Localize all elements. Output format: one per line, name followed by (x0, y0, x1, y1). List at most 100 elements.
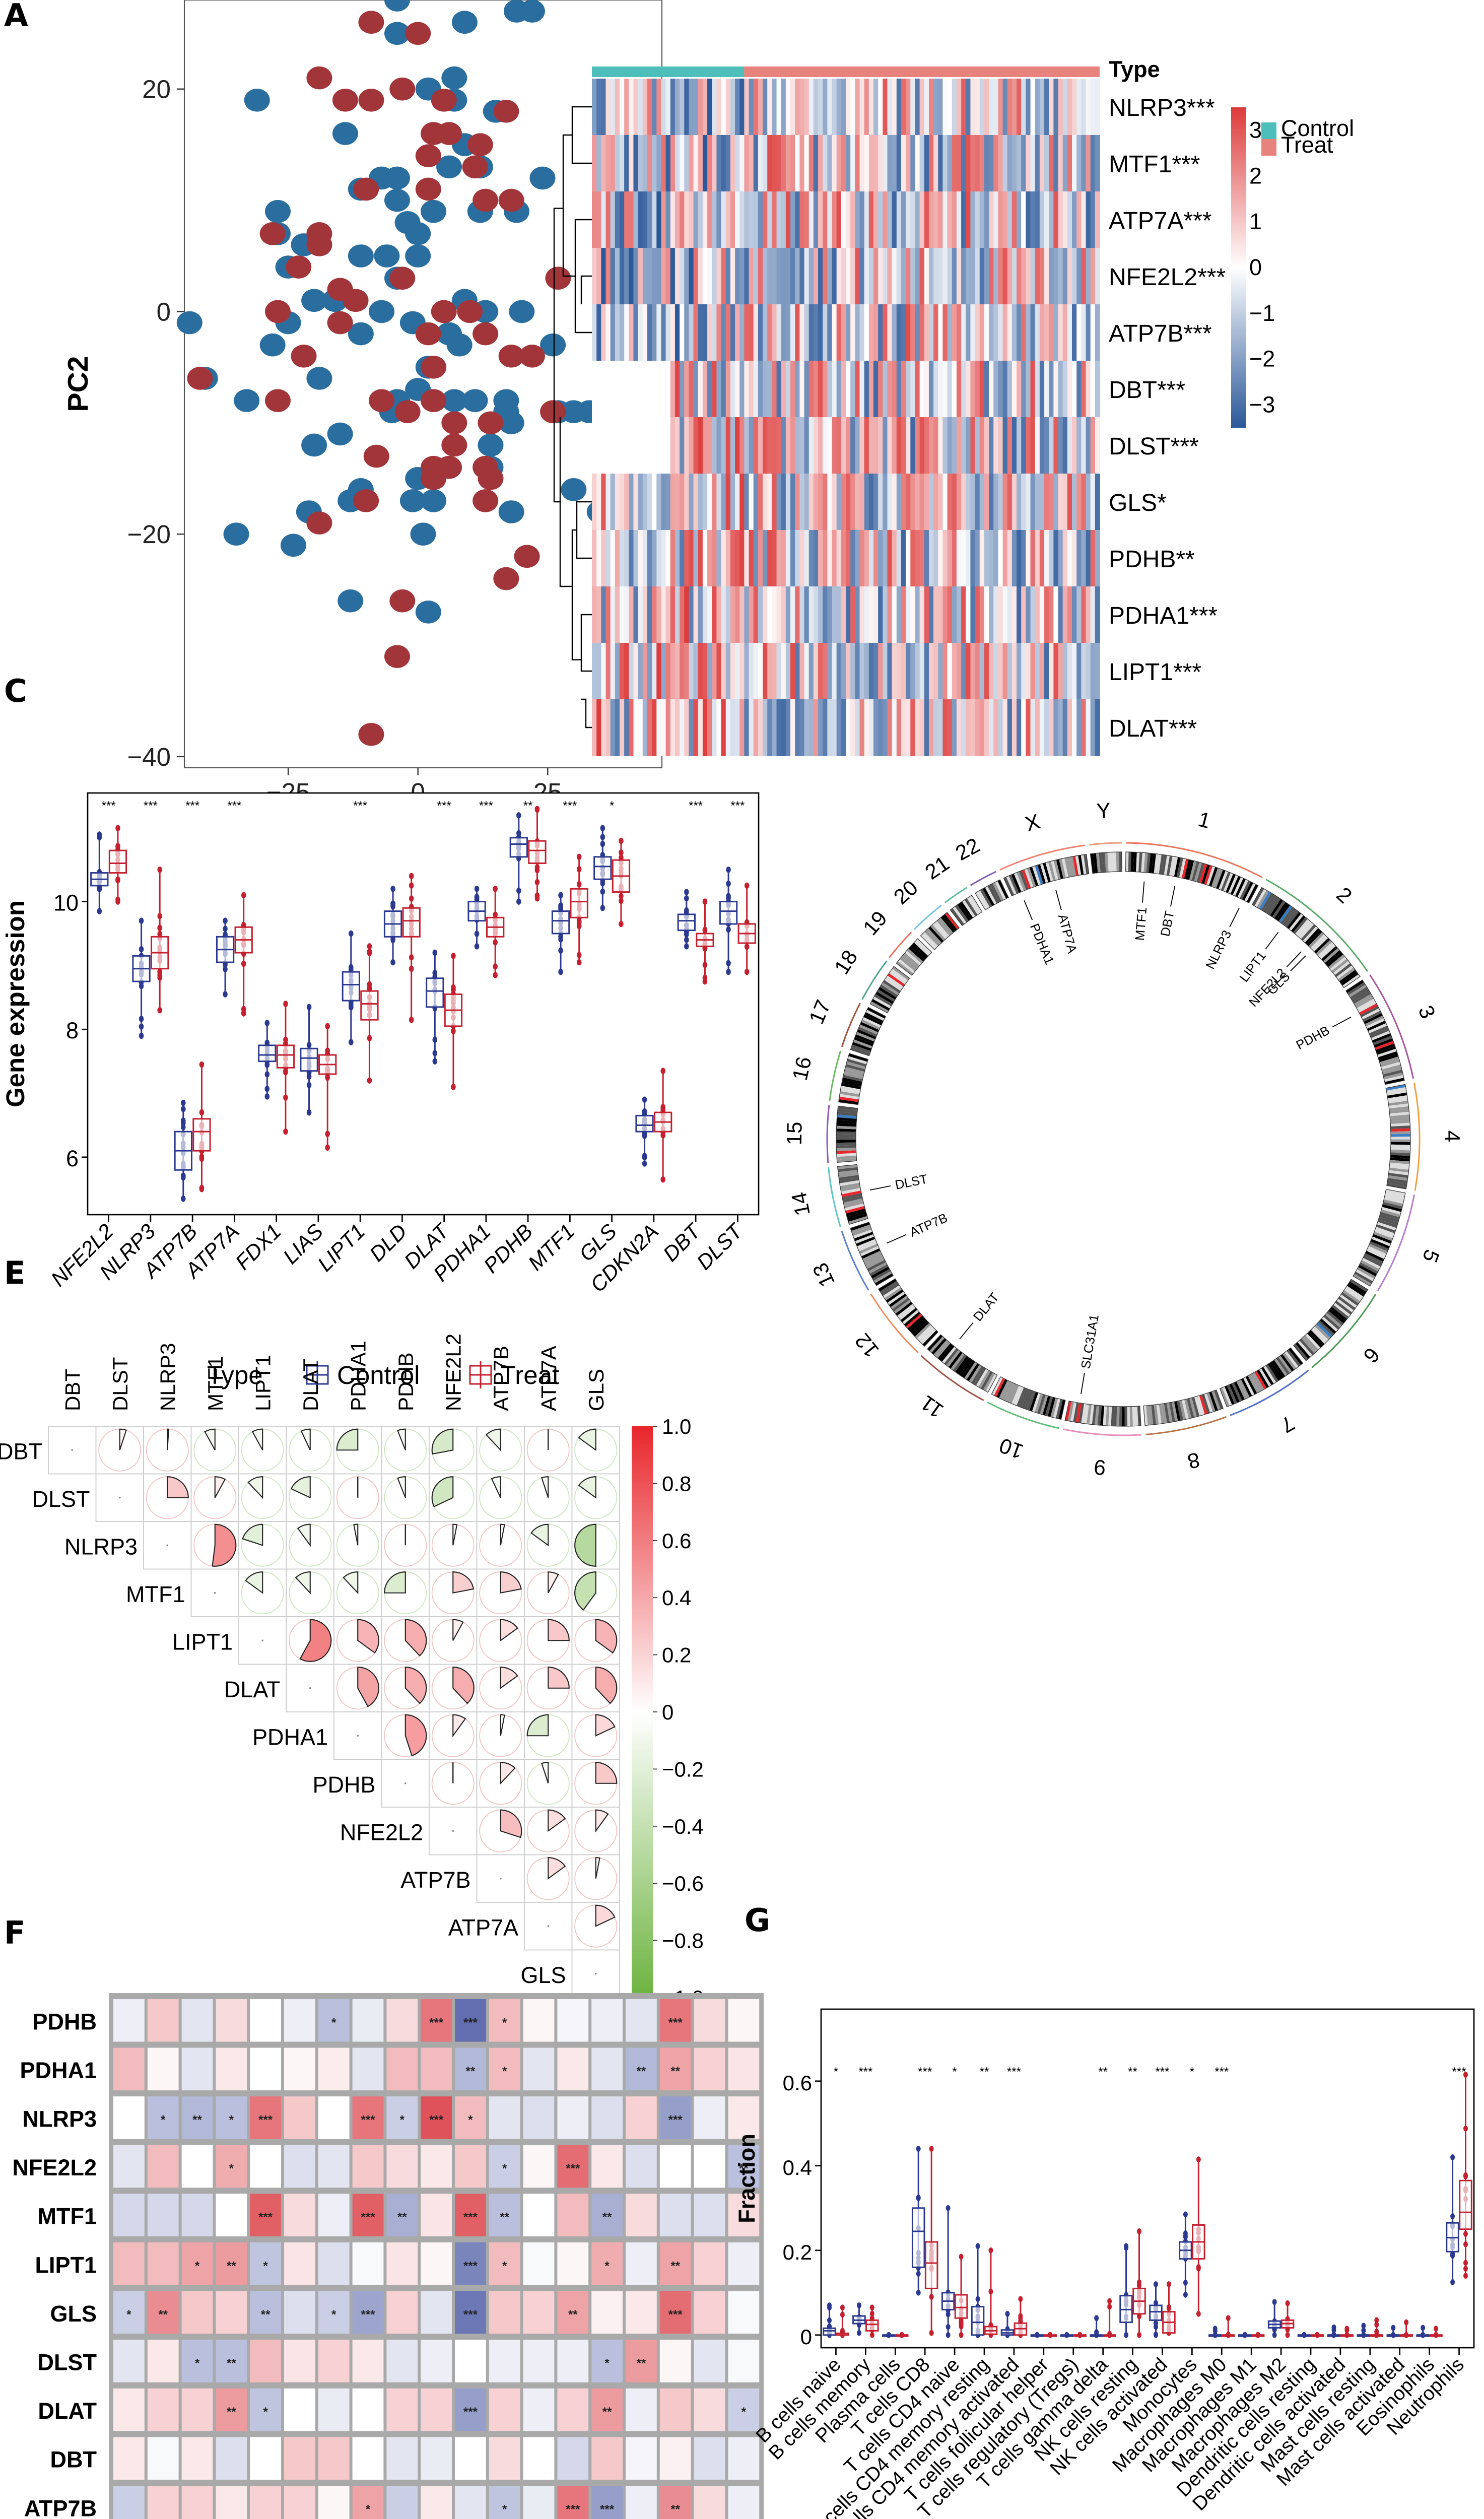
ideogram-band (836, 1129, 856, 1132)
data-point-treat (367, 943, 372, 950)
ideogram-band (969, 895, 982, 913)
heatmap-cell (1086, 248, 1091, 305)
ideogram-band (1084, 854, 1089, 875)
heatmap-cell (883, 248, 888, 305)
heatmap-cell (1095, 474, 1100, 531)
heatmap-cell (605, 191, 611, 248)
heatmap-cell (758, 248, 763, 305)
ideogram-band (1146, 1405, 1151, 1425)
heatmap-cell (1090, 417, 1096, 474)
heatmap-cell (993, 417, 999, 474)
ideogram-band (1364, 1253, 1383, 1265)
point-GSE58294 (473, 489, 499, 512)
pie-slice (574, 1523, 596, 1567)
data-point-treat (619, 893, 624, 899)
row-label: MTF1 (126, 1581, 185, 1607)
gene-tick-mtf1 (1142, 881, 1145, 903)
significance-mark: * (834, 2065, 838, 2079)
data-point-treat (1137, 2332, 1142, 2338)
heatmap-cell (1021, 304, 1027, 361)
data-point-control (390, 885, 395, 892)
heatmap-cell (823, 586, 828, 643)
heatmap-cell (596, 586, 602, 643)
heatmap-cell (1095, 191, 1100, 248)
heatmap-cell (1067, 304, 1072, 361)
heatmap-cell (656, 191, 662, 248)
ideogram-band (1388, 1098, 1408, 1104)
heatmap-cell (1095, 304, 1100, 361)
heatmap-cell (878, 474, 884, 531)
heatmap-cell (181, 2340, 213, 2382)
heatmap-cell (680, 643, 685, 700)
heatmap-cell (873, 191, 879, 248)
ideogram-band (1073, 1402, 1080, 1423)
ideogram-band (1316, 940, 1332, 956)
heatmap-cell (181, 2242, 213, 2285)
heatmap-cell (785, 361, 791, 418)
heatmap-cell (846, 699, 851, 756)
heatmap-cell (1021, 135, 1027, 192)
box-control (719, 901, 738, 925)
heatmap-cell (938, 79, 943, 136)
ideogram-band (873, 1271, 892, 1284)
heatmap-cell (1002, 361, 1008, 418)
heatmap-cell (808, 417, 814, 474)
significance-mark: ** (670, 2065, 680, 2078)
heatmap-cell (749, 699, 754, 756)
ideogram-band (1265, 1364, 1278, 1382)
heatmap-cell (694, 1999, 725, 2042)
ideogram-band (1381, 1207, 1401, 1215)
data-point-treat (493, 972, 498, 978)
pie-slice (452, 1619, 464, 1641)
heatmap-cell (624, 474, 630, 531)
point-GSE58294 (493, 100, 519, 123)
ideogram-band (900, 957, 917, 971)
point-GSE58294 (389, 267, 416, 290)
point-GSE58294 (358, 722, 384, 746)
ideogram-band (1032, 1393, 1041, 1413)
heatmap-cell (966, 135, 971, 192)
pie-slice (353, 1523, 359, 1546)
ideogram-band (906, 948, 923, 964)
ideogram-band (913, 1321, 929, 1337)
heatmap-cell (147, 2340, 179, 2382)
ideogram-band (996, 1379, 1007, 1398)
ideogram-band (966, 1363, 980, 1381)
box-control (593, 856, 612, 880)
ideogram-band (840, 1088, 860, 1095)
heatmap-cell (1086, 191, 1091, 248)
heatmap-cell (813, 474, 819, 531)
ideogram-band (1383, 1199, 1403, 1207)
heatmap-cell (855, 304, 860, 361)
heatmap-cell (836, 417, 842, 474)
gene-label-mtf1: MTF1 (1133, 906, 1150, 941)
significance-mark: * (502, 2502, 507, 2516)
box-treat (402, 907, 421, 938)
heatmap-cell (652, 474, 657, 531)
y-tick-label: 0 (800, 2325, 812, 2349)
ideogram-band (1353, 991, 1371, 1004)
heatmap-cell (818, 135, 824, 192)
ideogram-band (836, 1153, 857, 1157)
heatmap-cell (721, 135, 726, 192)
heatmap-cell (1058, 304, 1063, 361)
heatmap-cell (647, 417, 653, 474)
heatmap-cell (758, 586, 763, 643)
chromosome-label-21: 21 (921, 851, 954, 884)
heatmap-cell (910, 79, 916, 136)
ideogram-band (1064, 857, 1071, 878)
data-point-control (1094, 2315, 1099, 2322)
data-point-control (1450, 2154, 1455, 2160)
ideogram-band (1310, 934, 1326, 950)
data-point-treat (1196, 2310, 1201, 2317)
heatmap-cell (1053, 643, 1059, 700)
ideogram-band (858, 1241, 878, 1251)
point-GSE16561 (441, 66, 467, 90)
heatmap-cell (928, 586, 934, 643)
heatmap-cell (1072, 417, 1077, 474)
ideogram-band (1058, 1400, 1065, 1420)
ideogram-band (1107, 852, 1112, 872)
heatmap-cell (665, 417, 671, 474)
ideogram-band (1388, 1170, 1409, 1175)
